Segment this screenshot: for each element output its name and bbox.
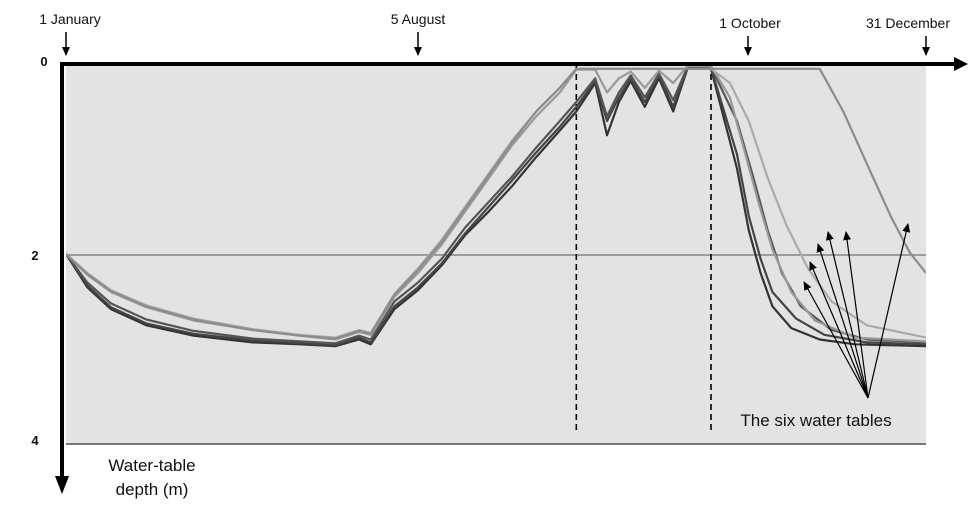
- annotation-arrow-1: [803, 281, 869, 399]
- date-label-1-january: 1 January: [39, 11, 100, 27]
- annotation-arrow-3: [816, 243, 869, 399]
- water-table-series-1: [66, 67, 926, 348]
- annotation-arrow-5: [843, 231, 869, 399]
- date-label-1-october: 1 October: [719, 15, 781, 31]
- annotation-arrow-2: [809, 261, 869, 399]
- y-tick-label: 0: [40, 54, 47, 69]
- y-axis-title-line-1: Water-table: [108, 456, 195, 475]
- water-table-series-2: [66, 66, 926, 347]
- x-axis-arrowhead: [954, 57, 968, 71]
- water-table-series-3: [66, 65, 926, 345]
- y-axis-arrowhead: [55, 476, 69, 494]
- y-tick-label: 4: [31, 433, 39, 448]
- y-axis-title-line-2: depth (m): [116, 480, 189, 499]
- annotation-arrow-6: [867, 223, 911, 399]
- plot-background: [66, 64, 926, 444]
- y-tick-label: 2: [31, 248, 38, 263]
- annotation-six-water-tables: The six water tables: [740, 411, 891, 430]
- water-table-series-6: [66, 67, 926, 340]
- date-label-5-august: 5 August: [391, 11, 446, 27]
- annotation-arrow-4: [825, 231, 869, 399]
- date-label-31-december: 31 December: [866, 15, 950, 31]
